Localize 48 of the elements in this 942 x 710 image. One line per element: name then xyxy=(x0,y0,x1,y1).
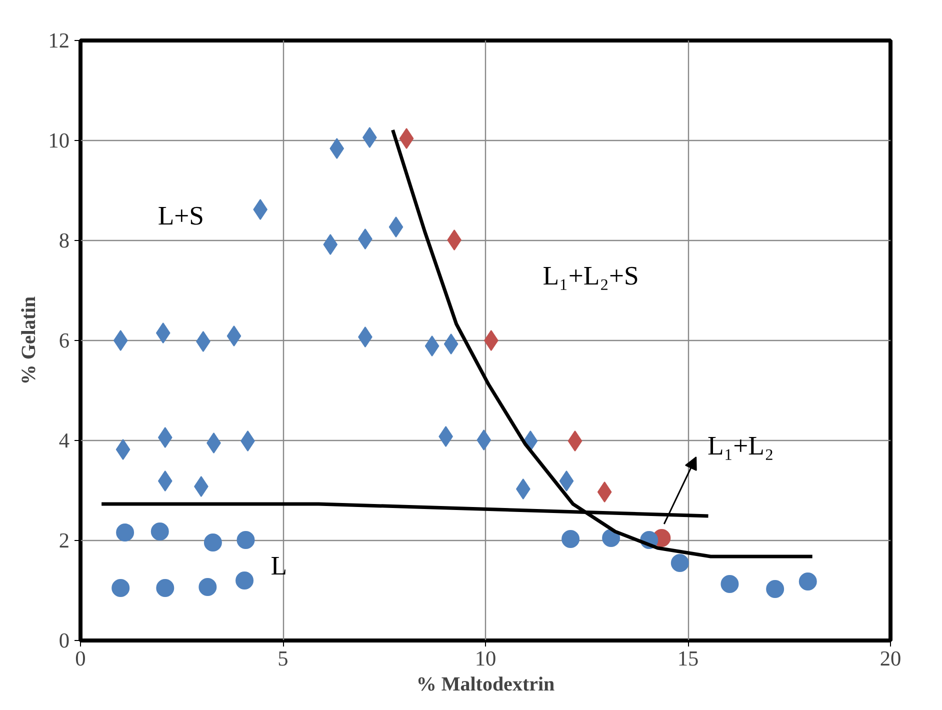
point xyxy=(476,430,492,450)
x-tick-label: 20 xyxy=(880,646,902,670)
point xyxy=(323,234,338,255)
point xyxy=(444,334,458,354)
y-tick-label: 12 xyxy=(48,28,70,52)
point xyxy=(236,531,255,549)
y-tick-label: 0 xyxy=(58,628,70,652)
x-tick-label: 0 xyxy=(75,646,86,670)
point xyxy=(388,216,404,238)
y-tick-label: 4 xyxy=(58,428,70,452)
point xyxy=(562,530,580,548)
point xyxy=(158,470,172,492)
point xyxy=(597,482,612,502)
x-tick-label: 5 xyxy=(278,646,288,670)
y-tick-label: 8 xyxy=(58,228,70,252)
point xyxy=(112,579,130,597)
point xyxy=(330,138,344,159)
point xyxy=(670,554,689,572)
point xyxy=(424,336,440,356)
point xyxy=(116,439,130,460)
point xyxy=(720,575,739,593)
x-axis-title: % Maltodextrin xyxy=(416,674,555,696)
annotation: L xyxy=(270,550,288,580)
annotation: L₁+L₂+S xyxy=(542,260,639,291)
point xyxy=(204,534,222,552)
point xyxy=(150,522,169,540)
point xyxy=(156,322,170,344)
point xyxy=(226,326,242,346)
point xyxy=(116,524,134,542)
point xyxy=(158,427,172,448)
x-tick-label: 10 xyxy=(474,646,496,670)
point xyxy=(113,330,128,351)
y-tick-label: 6 xyxy=(58,328,70,352)
point xyxy=(559,470,574,492)
point xyxy=(399,128,414,149)
point xyxy=(766,580,784,598)
point xyxy=(156,579,174,597)
x-tick-label: 15 xyxy=(677,646,699,670)
annotation: L₁+L₂ xyxy=(708,430,774,460)
point xyxy=(568,430,582,452)
point xyxy=(602,529,620,547)
point xyxy=(236,572,254,590)
y-axis-title: % Gelatin xyxy=(18,296,40,385)
point xyxy=(198,578,217,596)
annotation: L+S xyxy=(158,200,204,231)
y-tick-label: 10 xyxy=(48,128,70,152)
point xyxy=(798,572,817,590)
y-tick-label: 2 xyxy=(58,528,70,552)
